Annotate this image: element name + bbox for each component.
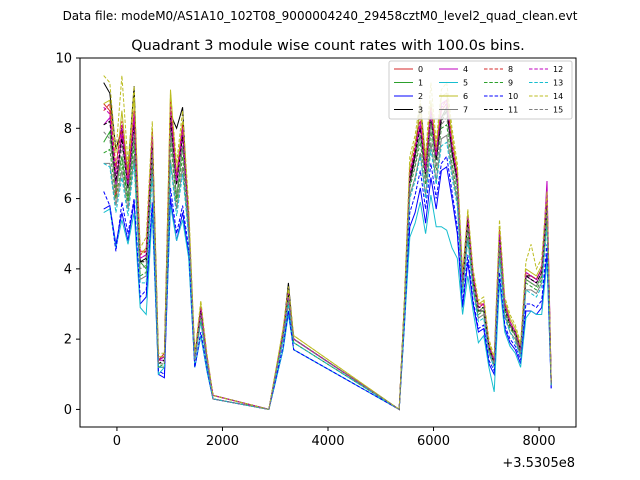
series-line-2 — [103, 166, 552, 411]
legend-label: 5 — [463, 79, 468, 88]
legend-label: 0 — [418, 65, 423, 74]
series-line-13 — [103, 141, 552, 411]
legend-label: 9 — [508, 79, 513, 88]
x-tick-label: 4000 — [311, 434, 344, 449]
legend-label: 1 — [418, 79, 423, 88]
legend-label: 3 — [418, 106, 423, 115]
x-offset-label: +3.5305e8 — [502, 456, 575, 471]
y-tick-label: 2 — [64, 333, 72, 348]
series-line-10 — [103, 155, 552, 411]
legend-label: 12 — [553, 65, 563, 74]
legend-label: 7 — [463, 106, 468, 115]
legend-label: 10 — [508, 92, 518, 101]
y-tick-label: 6 — [64, 192, 72, 207]
y-tick-label: 10 — [55, 52, 72, 67]
legend-label: 8 — [508, 65, 513, 74]
legend-label: 6 — [463, 92, 468, 101]
series-layer — [103, 75, 552, 411]
x-tick-label: 2000 — [206, 434, 239, 449]
series-line-14 — [103, 75, 552, 411]
legend-box — [388, 60, 573, 120]
series-line-15 — [103, 116, 552, 411]
x-tick-label: 8000 — [523, 434, 556, 449]
chart-title: Quadrant 3 module wise count rates with … — [131, 38, 525, 54]
y-tick-label: 8 — [64, 122, 72, 137]
legend-label: 14 — [553, 92, 563, 101]
x-axis: 0 2000 4000 6000 8000 — [113, 427, 556, 449]
legend-label: 15 — [553, 106, 563, 115]
suptitle: Data file: modeM0/AS1A10_102T08_90000042… — [63, 9, 578, 23]
y-axis: 0 2 4 6 8 10 — [55, 52, 80, 418]
legend-label: 13 — [553, 79, 563, 88]
x-tick-label: 6000 — [417, 434, 450, 449]
legend-label: 11 — [508, 106, 518, 115]
x-tick-label: 0 — [113, 434, 121, 449]
y-tick-label: 4 — [64, 262, 72, 277]
y-tick-label: 0 — [64, 403, 72, 418]
legend-label: 4 — [463, 65, 468, 74]
legend-label: 2 — [418, 92, 423, 101]
series-line-9 — [103, 123, 552, 411]
